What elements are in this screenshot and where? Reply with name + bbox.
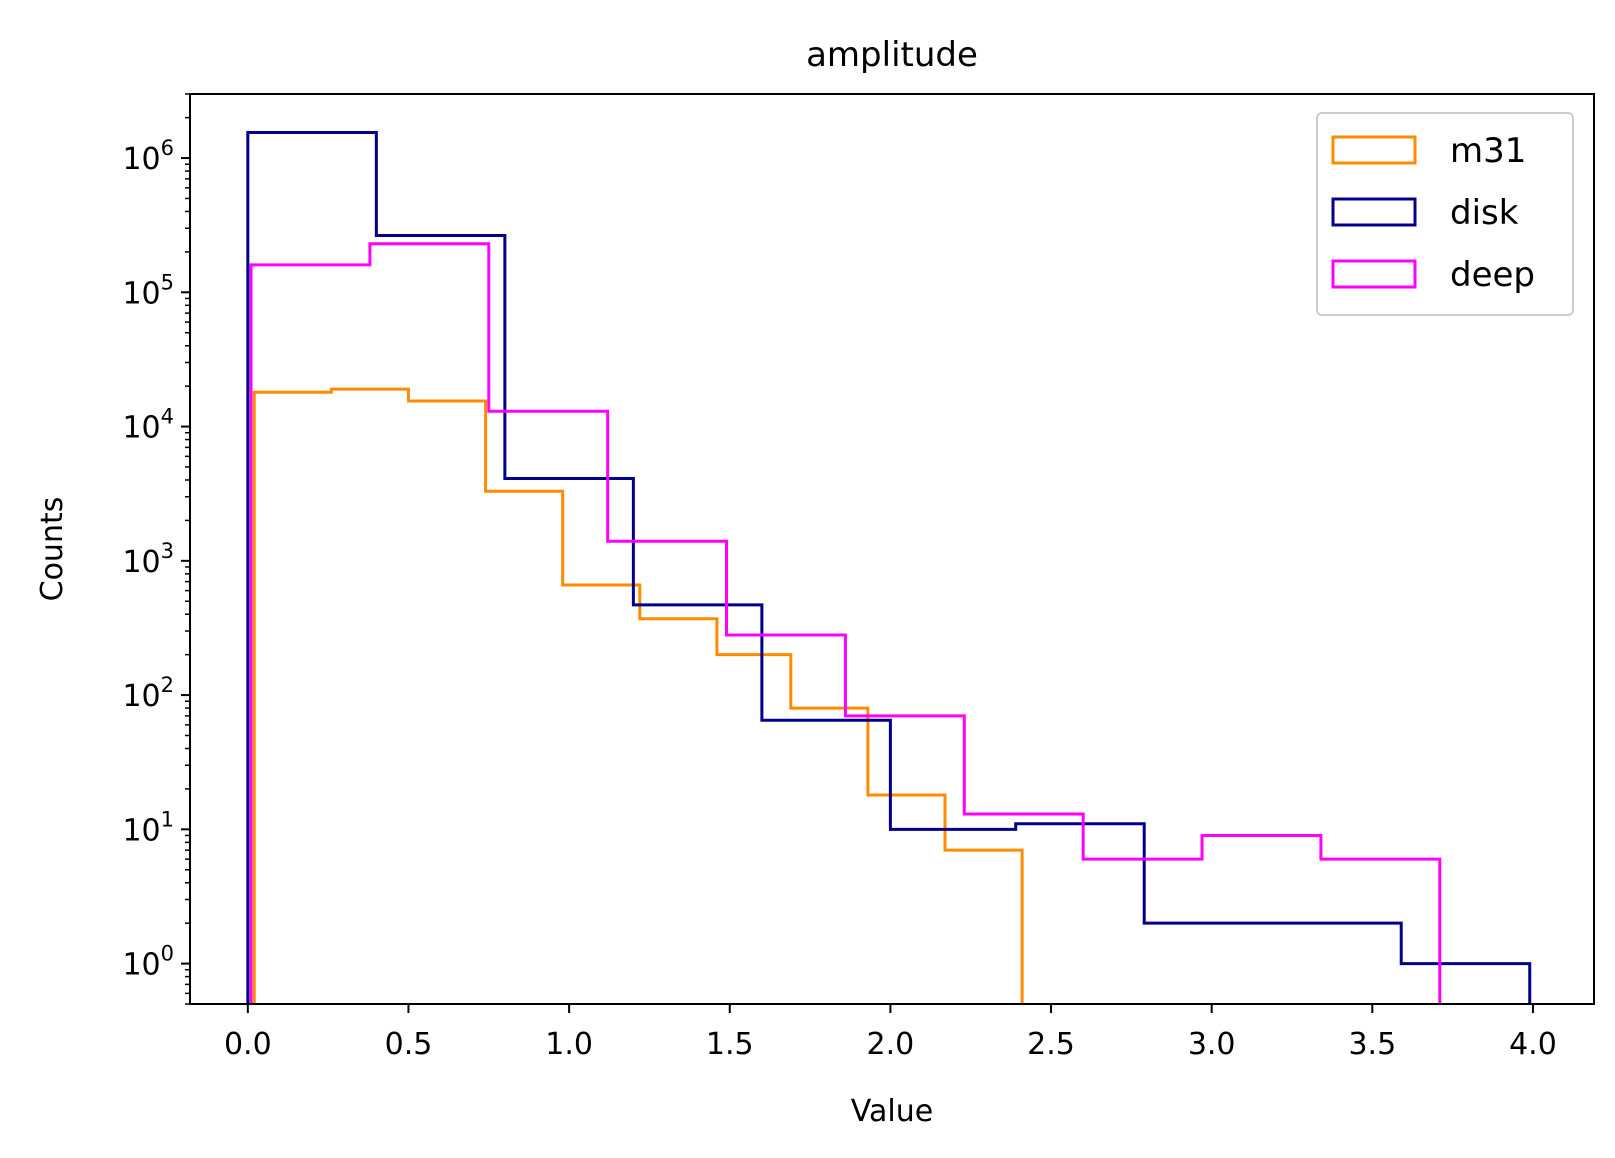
y-tick-label: 100 (122, 942, 174, 983)
x-tick-label: 2.5 (1027, 1027, 1075, 1062)
x-tick-label: 0.0 (224, 1027, 272, 1062)
x-tick-label: 4.0 (1509, 1027, 1557, 1062)
legend-swatch-disk (1331, 197, 1417, 227)
y-tick-label: 102 (122, 673, 174, 714)
chart-title: amplitude (806, 35, 978, 75)
y-tick-label: 101 (122, 807, 174, 848)
legend-label-disk: disk (1450, 193, 1519, 233)
y-tick-label: 103 (122, 539, 174, 580)
series-deep-outline (249, 242, 1442, 1004)
plot-frame (189, 93, 1595, 1005)
x-tick-label: 0.5 (385, 1027, 433, 1062)
x-tick-label: 1.0 (545, 1027, 593, 1062)
y-axis-ticks: 100 101 102 103 104 105 106 (122, 93, 190, 1005)
y-tick-label: 105 (122, 270, 174, 311)
x-axis-label: Value (851, 1094, 933, 1129)
series-layer (246, 131, 1532, 1004)
x-axis-ticks: 0.0 0.5 1.0 1.5 2.0 2.5 3.0 3.5 4.0 (224, 1004, 1557, 1062)
legend: m31 disk deep (1316, 112, 1574, 316)
x-tick-label: 1.5 (706, 1027, 754, 1062)
y-tick-label: 106 (122, 136, 174, 177)
y-axis-label: Counts (35, 497, 70, 602)
legend-swatch-deep (1331, 259, 1417, 289)
legend-items: m31 disk deep (1331, 131, 1535, 295)
series-m31-outline (252, 387, 1024, 1004)
x-tick-label: 3.0 (1188, 1027, 1236, 1062)
y-tick-label: 104 (122, 405, 174, 446)
legend-swatch-m31 (1331, 135, 1417, 165)
x-tick-label: 3.5 (1348, 1027, 1396, 1062)
legend-label-deep: deep (1450, 255, 1535, 295)
x-tick-label: 2.0 (867, 1027, 915, 1062)
legend-label-m31: m31 (1450, 131, 1526, 171)
series-disk-outline (246, 131, 1532, 1004)
